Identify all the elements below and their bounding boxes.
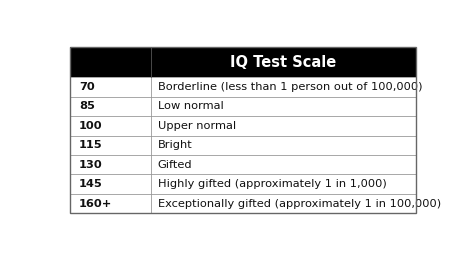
Text: IQ Test Scale: IQ Test Scale (229, 55, 336, 70)
Text: Highly gifted (approximately 1 in 1,000): Highly gifted (approximately 1 in 1,000) (158, 179, 386, 189)
FancyBboxPatch shape (70, 175, 416, 194)
Text: 100: 100 (79, 121, 102, 131)
FancyBboxPatch shape (70, 155, 416, 175)
FancyBboxPatch shape (70, 194, 416, 213)
FancyBboxPatch shape (70, 78, 416, 97)
Text: Bright: Bright (158, 140, 192, 150)
Text: 130: 130 (79, 160, 103, 170)
FancyBboxPatch shape (70, 136, 416, 155)
Text: Upper normal: Upper normal (158, 121, 236, 131)
FancyBboxPatch shape (70, 47, 416, 78)
FancyBboxPatch shape (70, 97, 416, 116)
FancyBboxPatch shape (70, 116, 416, 136)
Text: 115: 115 (79, 140, 102, 150)
Text: 160+: 160+ (79, 199, 112, 208)
Text: Borderline (less than 1 person out of 100,000): Borderline (less than 1 person out of 10… (158, 82, 422, 92)
Text: 70: 70 (79, 82, 95, 92)
Text: Gifted: Gifted (158, 160, 192, 170)
Text: Exceptionally gifted (approximately 1 in 100,000): Exceptionally gifted (approximately 1 in… (158, 199, 441, 208)
Text: 145: 145 (79, 179, 103, 189)
Text: 85: 85 (79, 102, 95, 111)
Text: Low normal: Low normal (158, 102, 223, 111)
